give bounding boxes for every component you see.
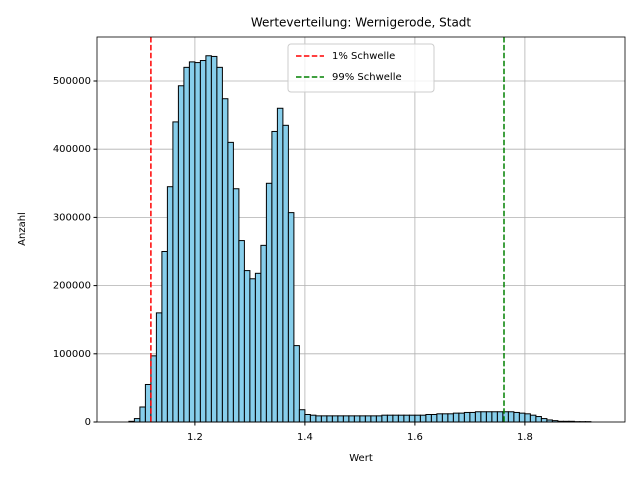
bar xyxy=(431,414,437,422)
bar xyxy=(426,414,432,422)
bar xyxy=(519,413,525,422)
bar xyxy=(486,412,492,422)
bar xyxy=(475,412,481,422)
bar xyxy=(151,356,157,422)
bar xyxy=(195,63,201,422)
y-tick-label: 500000 xyxy=(53,76,91,87)
bar xyxy=(277,108,283,422)
bar xyxy=(266,183,272,422)
y-axis-label: Anzahl xyxy=(17,212,28,246)
bar xyxy=(508,412,514,422)
x-tick-label: 1.8 xyxy=(517,432,533,443)
bar xyxy=(409,415,415,422)
bar xyxy=(371,416,377,422)
bar xyxy=(255,273,261,422)
bar xyxy=(453,413,459,422)
bar xyxy=(398,415,404,422)
bar xyxy=(178,86,184,422)
bar xyxy=(283,125,289,422)
bar xyxy=(184,67,190,422)
bar xyxy=(211,56,217,422)
bar xyxy=(167,187,173,422)
bar xyxy=(288,213,294,422)
bar xyxy=(420,415,426,422)
bar xyxy=(360,416,366,422)
bar xyxy=(464,412,470,422)
bar xyxy=(497,412,503,422)
x-tick-label: 1.2 xyxy=(187,432,203,443)
bar xyxy=(541,419,547,422)
bar xyxy=(343,416,349,422)
legend-label: 99% Schwelle xyxy=(332,72,402,83)
bar xyxy=(316,416,322,422)
bar xyxy=(244,271,250,422)
bar xyxy=(156,313,162,422)
bar xyxy=(481,412,487,422)
bar xyxy=(272,131,278,422)
bar xyxy=(310,415,316,422)
bar xyxy=(250,279,256,422)
y-tick-label: 100000 xyxy=(53,349,91,360)
bar xyxy=(239,241,245,422)
x-tick-label: 1.4 xyxy=(297,432,313,443)
bar xyxy=(530,415,536,422)
bar xyxy=(470,412,476,422)
bar xyxy=(365,416,371,422)
bar xyxy=(228,142,234,422)
bar xyxy=(349,416,355,422)
bar xyxy=(294,346,300,422)
bar xyxy=(233,189,239,422)
bar xyxy=(382,415,388,422)
bar xyxy=(145,384,151,422)
bar xyxy=(299,410,305,422)
bar xyxy=(536,417,542,422)
bar xyxy=(387,415,393,422)
bar xyxy=(261,245,267,422)
legend: 1% Schwelle 99% Schwelle xyxy=(288,44,434,92)
bar xyxy=(140,407,146,422)
bar xyxy=(173,122,179,422)
x-axis-label: Wert xyxy=(349,453,373,464)
bar xyxy=(305,414,311,422)
bar xyxy=(217,67,223,422)
bar xyxy=(206,56,212,422)
bar xyxy=(514,412,520,422)
chart-title: Werteverteilung: Wernigerode, Stadt xyxy=(251,16,472,30)
bar xyxy=(393,415,399,422)
bar xyxy=(354,416,360,422)
bar xyxy=(327,416,333,422)
bar xyxy=(492,412,498,422)
bar xyxy=(189,62,195,422)
bar xyxy=(415,415,421,422)
bar xyxy=(376,416,382,422)
y-tick-label: 200000 xyxy=(53,281,91,292)
bar xyxy=(162,251,168,422)
bar xyxy=(404,415,410,422)
y-tick-label: 300000 xyxy=(53,212,91,223)
bar xyxy=(332,416,338,422)
bar xyxy=(437,414,443,422)
bar xyxy=(200,61,206,422)
y-tick-label: 400000 xyxy=(53,144,91,155)
bar xyxy=(442,414,448,422)
y-tick-label: 0 xyxy=(85,417,91,428)
bar xyxy=(222,99,228,422)
bar xyxy=(459,413,465,422)
bar xyxy=(321,416,327,422)
bar xyxy=(448,414,454,422)
bar xyxy=(338,416,344,422)
bar xyxy=(134,419,140,422)
legend-label: 1% Schwelle xyxy=(332,51,395,62)
x-tick-label: 1.6 xyxy=(407,432,423,443)
bar xyxy=(525,414,531,422)
